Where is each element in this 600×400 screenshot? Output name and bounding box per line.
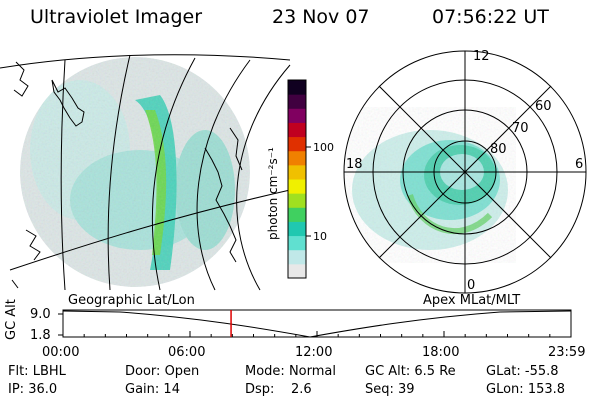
colorbar-swatch — [288, 263, 306, 279]
colorbar-tick-100: 100 — [313, 141, 334, 154]
mlt-label-0: 0 — [467, 278, 475, 293]
colorbar-swatch — [288, 249, 306, 265]
mlt-label-12: 12 — [473, 49, 490, 64]
mlt-label-6: 6 — [575, 157, 583, 172]
colorbar-swatch — [288, 108, 306, 123]
colorbar-swatch — [288, 94, 306, 109]
status-dsp: Dsp: 2.6 — [245, 382, 312, 397]
lat-label-60: 60 — [535, 99, 552, 114]
status-gc-alt: GC Alt: 6.5 Re — [365, 364, 456, 379]
time-tick-2: 12:00 — [295, 345, 333, 360]
status-gain: Gain: 14 — [125, 382, 180, 397]
geographic-label: Geographic Lat/Lon — [68, 293, 195, 308]
apex-label: Apex MLat/MLT — [423, 293, 521, 308]
status-flt: Flt: LBHL — [8, 364, 66, 379]
alt-tick-9: 9.0 — [30, 307, 51, 322]
time-tick-4: 23:59 — [548, 345, 586, 360]
altitude-curve — [62, 310, 572, 338]
colorbar-swatch — [288, 179, 306, 194]
date-label: 23 Nov 07 — [272, 6, 370, 28]
status-mode: Mode: Normal — [245, 364, 336, 379]
time-tick-3: 18:00 — [422, 345, 460, 360]
status-glon: GLon: 153.8 — [486, 382, 566, 397]
status-glat: GLat: -55.8 — [486, 364, 559, 379]
polar-grid — [343, 50, 587, 294]
lat-label-80: 80 — [490, 142, 507, 157]
altitude-ylabel: GC Alt — [4, 299, 19, 340]
status-ip: IP: 36.0 — [8, 382, 58, 397]
polar-image — [344, 120, 508, 250]
colorbar-swatch — [288, 122, 306, 138]
geographic-image — [20, 57, 250, 287]
colorbar-swatch — [288, 207, 306, 222]
colorbar-swatch — [288, 164, 306, 180]
colorbar-swatch — [288, 193, 306, 208]
instrument-title: Ultraviolet Imager — [30, 6, 203, 28]
altitude-plot — [58, 309, 572, 338]
time-tick-1: 06:00 — [168, 345, 206, 360]
colorbar-swatch — [288, 150, 306, 166]
colorbar-swatch — [288, 80, 306, 95]
colorbar: 100 10 photon cm⁻²s⁻¹ — [266, 79, 334, 279]
status-door: Door: Open — [125, 364, 200, 379]
coastlines — [11, 61, 243, 289]
lat-label-70: 70 — [512, 121, 529, 136]
colorbar-unit-label: photon cm⁻²s⁻¹ — [266, 147, 280, 240]
geographic-grid — [0, 54, 291, 291]
colorbar-swatch — [288, 235, 306, 251]
colorbar-tick-10: 10 — [313, 230, 327, 243]
time-tick-0: 00:00 — [42, 345, 80, 360]
time-label: 07:56:22 UT — [432, 6, 549, 28]
polar-labels: 12 18 6 0 60 70 80 — [346, 49, 583, 293]
colorbar-swatch — [288, 136, 306, 152]
mlt-label-18: 18 — [346, 157, 363, 172]
alt-tick-1-8: 1.8 — [30, 328, 51, 343]
status-seq: Seq: 39 — [365, 382, 415, 397]
colorbar-swatch — [288, 221, 306, 237]
